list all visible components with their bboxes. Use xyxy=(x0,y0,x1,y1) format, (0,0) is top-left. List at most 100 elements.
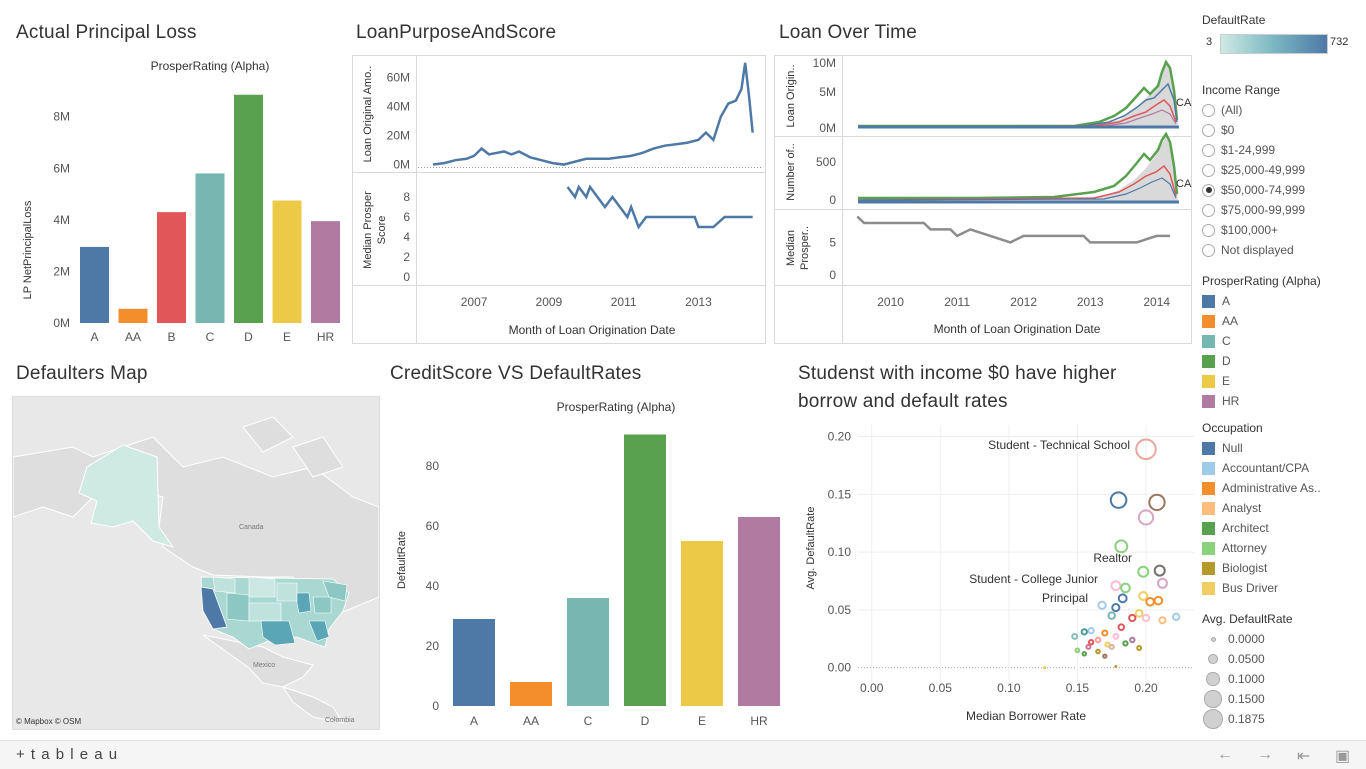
scatter-point[interactable] xyxy=(1134,609,1144,618)
revert-icon[interactable]: ⇤ xyxy=(1297,748,1311,765)
map-alaska[interactable] xyxy=(78,444,175,548)
scatter-point[interactable] xyxy=(1102,653,1108,659)
loan-purpose-amount-line[interactable] xyxy=(432,62,754,166)
occupation-legend-item[interactable]: Biologist xyxy=(1202,559,1267,577)
scatter-point[interactable] xyxy=(1081,651,1088,657)
occupation-legend-item[interactable]: Architect xyxy=(1202,519,1269,537)
principal-loss-bar-b[interactable] xyxy=(157,212,186,323)
income-option[interactable]: $50,000-74,999 xyxy=(1202,181,1305,199)
credit-score-bar-a[interactable] xyxy=(453,619,495,706)
scatter-point[interactable] xyxy=(1087,639,1095,646)
rating-legend-item[interactable]: HR xyxy=(1202,392,1239,410)
radio-icon[interactable] xyxy=(1202,143,1215,157)
scatter-point[interactable] xyxy=(1109,491,1128,509)
loan-over-time-chart[interactable]: Loan Origin.. Number of.. Median Prosper… xyxy=(774,50,1194,345)
undo-icon[interactable]: ← xyxy=(1217,746,1233,763)
rating-legend-item[interactable]: C xyxy=(1202,332,1231,350)
rating-legend-item[interactable]: A xyxy=(1202,292,1230,310)
scatter-point[interactable] xyxy=(1085,643,1092,650)
income-option[interactable]: (All) xyxy=(1202,101,1242,119)
scatter-point[interactable] xyxy=(1108,643,1115,650)
scatter-point[interactable] xyxy=(1136,645,1143,651)
scatter-point[interactable] xyxy=(1120,582,1131,594)
income-option[interactable]: $25,000-49,999 xyxy=(1202,161,1305,179)
scatter-point[interactable] xyxy=(1145,597,1155,607)
scatter-point[interactable] xyxy=(1080,628,1088,636)
radio-icon[interactable] xyxy=(1202,163,1215,177)
defaulters-map[interactable]: Canada Mexico Colombia © Mapbox © OSM xyxy=(12,396,380,730)
credit-score-bar-e[interactable] xyxy=(681,541,723,706)
radio-icon[interactable] xyxy=(1202,223,1215,237)
credit-score-bar-aa[interactable] xyxy=(510,682,552,706)
income-option[interactable]: $1-24,999 xyxy=(1202,141,1275,159)
loan-purpose-score-line[interactable] xyxy=(566,184,753,230)
scatter-point[interactable] xyxy=(1137,509,1155,526)
scatter-point[interactable] xyxy=(1148,493,1166,512)
scatter-point[interactable] xyxy=(1095,648,1101,655)
income-option[interactable]: $75,000-99,999 xyxy=(1202,201,1305,219)
scatter-point[interactable] xyxy=(1128,636,1136,644)
loan-purpose-chart[interactable]: Loan Original Amo.. Median Prosper Score… xyxy=(352,50,768,345)
scatter-point[interactable] xyxy=(1094,636,1102,644)
scatter-point[interactable] xyxy=(1097,600,1107,610)
income-option[interactable]: $0 xyxy=(1202,121,1234,139)
scatter-point[interactable] xyxy=(1128,613,1137,623)
occupation-legend-item[interactable]: Accountant/CPA xyxy=(1202,459,1309,477)
scatter-point[interactable] xyxy=(1158,616,1167,625)
principal-loss-chart[interactable]: ProsperRating (Alpha) LP NetPrincipalLos… xyxy=(0,50,350,350)
credit-score-bar-c[interactable] xyxy=(567,598,609,706)
scatter-point[interactable] xyxy=(1107,611,1116,620)
scatter-point[interactable] xyxy=(1156,577,1168,589)
scatter-point[interactable] xyxy=(1138,591,1149,602)
scatter-point[interactable] xyxy=(1141,613,1151,623)
occupation-legend-item[interactable]: Null xyxy=(1202,439,1243,457)
principal-loss-bar-aa[interactable] xyxy=(118,308,148,323)
map-us-states[interactable] xyxy=(200,576,350,650)
fullscreen-icon[interactable]: ▣ xyxy=(1335,748,1351,765)
occupation-legend-item[interactable]: Analyst xyxy=(1202,499,1261,517)
tableau-logo[interactable]: + t a b l e a u xyxy=(16,746,118,763)
scatter-point[interactable] xyxy=(1087,627,1095,635)
scatter-point[interactable] xyxy=(1135,438,1157,461)
scatter-point[interactable] xyxy=(1110,580,1122,592)
income-option[interactable]: $100,000+ xyxy=(1202,221,1278,239)
occupation-legend-item[interactable]: Bus Driver xyxy=(1202,579,1278,597)
scatter-point[interactable] xyxy=(1137,565,1150,578)
scatter-point[interactable] xyxy=(1153,595,1164,606)
credit-score-bar-hr[interactable] xyxy=(738,517,780,706)
scatter-point[interactable] xyxy=(1114,539,1129,554)
radio-icon[interactable] xyxy=(1202,243,1215,257)
scatter-point[interactable] xyxy=(1071,633,1079,640)
scatter-point[interactable] xyxy=(1117,623,1126,632)
credit-score-bar-d[interactable] xyxy=(624,434,666,707)
principal-loss-bar-a[interactable] xyxy=(80,246,109,323)
scatter-point[interactable] xyxy=(1114,665,1118,669)
scatter-point[interactable] xyxy=(1112,633,1120,640)
scatter-point[interactable] xyxy=(1171,612,1181,622)
scatter-point[interactable] xyxy=(1117,593,1128,604)
scatter-point[interactable] xyxy=(1101,629,1109,637)
radio-icon[interactable] xyxy=(1202,123,1215,137)
income-option[interactable]: Not displayed xyxy=(1202,241,1294,259)
principal-loss-bar-e[interactable] xyxy=(272,200,302,324)
scatter-point[interactable] xyxy=(1122,640,1129,647)
occupation-legend-item[interactable]: Attorney xyxy=(1202,539,1267,557)
student-scatter-chart[interactable]: Avg. DefaultRate Median Borrower Rate 0.… xyxy=(798,420,1198,730)
loan-time-score-line[interactable] xyxy=(856,215,1171,244)
radio-icon[interactable] xyxy=(1202,203,1215,217)
scatter-point[interactable] xyxy=(1043,666,1047,670)
scatter-point[interactable] xyxy=(1074,647,1081,654)
scatter-point[interactable] xyxy=(1111,603,1121,613)
principal-loss-bar-c[interactable] xyxy=(195,173,225,323)
principal-loss-bar-d[interactable] xyxy=(234,94,263,323)
scatter-point[interactable] xyxy=(1153,564,1166,577)
credit-score-chart[interactable]: ProsperRating (Alpha) DefaultRate 0 20 40 6… xyxy=(380,390,790,738)
radio-icon[interactable] xyxy=(1202,183,1215,197)
radio-icon[interactable] xyxy=(1202,103,1215,117)
rating-legend-item[interactable]: D xyxy=(1202,352,1231,370)
rating-legend-item[interactable]: E xyxy=(1202,372,1230,390)
principal-loss-bar-hr[interactable] xyxy=(311,221,340,323)
occupation-legend-item[interactable]: Administrative As.. xyxy=(1202,479,1321,497)
scatter-point[interactable] xyxy=(1104,641,1111,648)
redo-icon[interactable]: → xyxy=(1257,746,1273,763)
